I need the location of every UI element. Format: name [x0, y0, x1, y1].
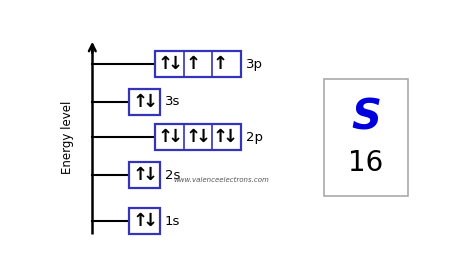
Bar	[155, 125, 241, 150]
Bar	[129, 89, 160, 115]
Text: ↑: ↑	[132, 212, 147, 230]
Text: ↓: ↓	[168, 128, 183, 146]
Text: ↑: ↑	[132, 93, 147, 111]
Text: ↓: ↓	[142, 212, 157, 230]
Text: Energy level: Energy level	[61, 101, 74, 174]
Text: www.valenceelectrons.com: www.valenceelectrons.com	[173, 177, 269, 183]
Text: ↑: ↑	[185, 55, 201, 73]
Text: ↑: ↑	[132, 166, 147, 184]
Bar	[129, 162, 160, 188]
Text: ↑: ↑	[213, 128, 228, 146]
Text: ↓: ↓	[142, 166, 157, 184]
Text: 16: 16	[348, 149, 383, 177]
Text: ↓: ↓	[195, 128, 210, 146]
Text: ↓: ↓	[168, 55, 183, 73]
Text: ↓: ↓	[223, 128, 238, 146]
Bar	[324, 79, 408, 196]
Text: 2s: 2s	[165, 169, 181, 181]
Text: 1s: 1s	[165, 215, 181, 228]
Bar	[155, 51, 241, 77]
Text: 2p: 2p	[246, 131, 263, 144]
Text: 3s: 3s	[165, 95, 181, 108]
Bar	[129, 208, 160, 234]
Text: S: S	[351, 96, 381, 138]
Text: ↓: ↓	[142, 93, 157, 111]
Text: ↑: ↑	[158, 128, 173, 146]
Text: ↑: ↑	[213, 55, 228, 73]
Text: ↑: ↑	[185, 128, 201, 146]
Text: ↑: ↑	[158, 55, 173, 73]
Text: 3p: 3p	[246, 58, 263, 70]
